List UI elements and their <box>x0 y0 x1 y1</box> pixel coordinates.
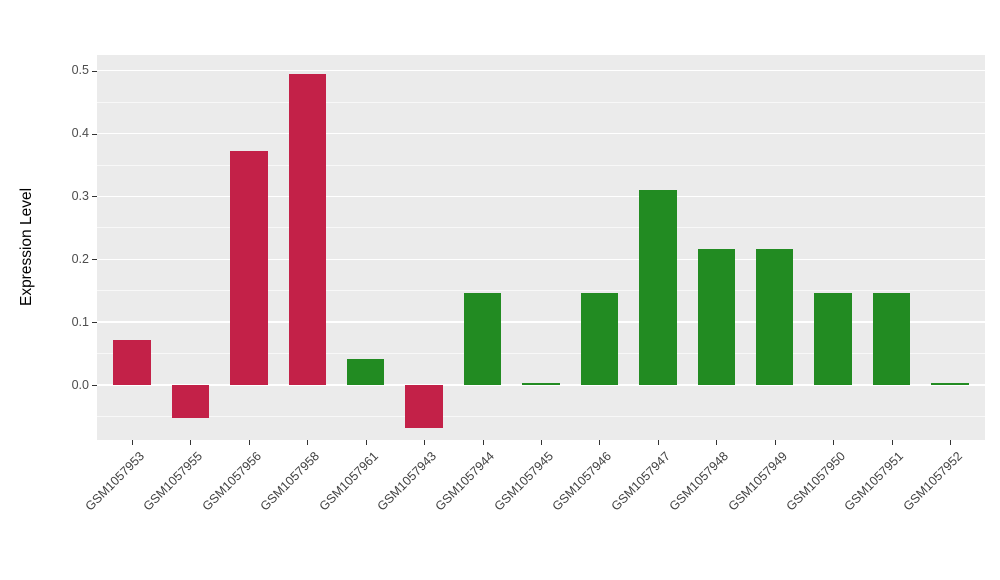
y-tick-mark <box>92 259 97 261</box>
y-tick-label: 0.2 <box>71 251 89 266</box>
gridline-major <box>97 195 985 198</box>
y-axis-title: Expression Level <box>18 187 35 307</box>
x-tick-mark <box>716 440 718 445</box>
x-tick-label: GSM1057950 <box>783 449 849 514</box>
bar-GSM1057943 <box>405 385 443 428</box>
x-tick-label: GSM1057944 <box>433 449 498 514</box>
y-tick-label: 0.4 <box>71 126 89 141</box>
y-tick-label: 0.1 <box>71 314 89 329</box>
y-tick-mark <box>92 196 97 198</box>
y-tick-label: 0.3 <box>71 188 89 203</box>
y-tick-mark <box>92 133 97 135</box>
x-tick-label: GSM1057945 <box>491 449 556 514</box>
bar-GSM1057947 <box>639 189 677 385</box>
y-tick-label: 0.5 <box>71 63 89 78</box>
bar-GSM1057944 <box>463 293 502 385</box>
x-tick-mark <box>190 440 192 445</box>
gridline-minor <box>97 415 985 417</box>
bar-GSM1057958 <box>288 73 326 385</box>
bar-GSM1057948 <box>697 248 735 385</box>
gridline-major <box>97 321 985 323</box>
x-tick-label: GSM1057946 <box>549 449 615 514</box>
gridline-major <box>97 132 985 135</box>
x-tick-label: GSM1057951 <box>841 449 907 514</box>
x-tick-label: GSM1057958 <box>257 449 323 514</box>
gridline-minor <box>97 227 985 229</box>
gridline-minor <box>97 101 985 103</box>
bar-GSM1057949 <box>755 248 794 385</box>
x-tick-label: GSM1057956 <box>199 449 264 514</box>
x-tick-mark <box>248 440 250 445</box>
bar-GSM1057953 <box>113 339 151 385</box>
x-tick-mark <box>657 440 659 445</box>
bar-GSM1057951 <box>872 293 911 385</box>
x-tick-mark <box>307 440 309 445</box>
bar-GSM1057952 <box>931 383 969 385</box>
bar-GSM1057946 <box>580 293 619 385</box>
x-tick-mark <box>599 440 601 445</box>
gridline-major <box>97 384 985 386</box>
x-tick-mark <box>774 440 776 445</box>
x-tick-mark <box>949 440 951 445</box>
plot-panel <box>97 55 985 440</box>
x-tick-mark <box>541 440 542 445</box>
bar-GSM1057956 <box>230 150 268 385</box>
bar-GSM1057955 <box>171 385 210 418</box>
gridline-minor <box>97 353 985 355</box>
x-tick-label: GSM1057943 <box>374 449 440 514</box>
x-tick-label: GSM1057949 <box>725 449 790 514</box>
x-tick-label: GSM1057948 <box>666 449 732 514</box>
gridline-major <box>97 258 985 260</box>
x-tick-label: GSM1057961 <box>316 449 381 514</box>
bar-GSM1057945 <box>522 383 560 385</box>
x-tick-mark <box>132 440 134 445</box>
x-tick-mark <box>482 440 484 445</box>
x-tick-label: GSM1057952 <box>900 449 965 514</box>
x-tick-mark <box>891 440 893 445</box>
x-tick-mark <box>833 440 835 445</box>
bar-GSM1057961 <box>347 358 385 385</box>
x-tick-mark <box>424 440 426 445</box>
y-tick-mark <box>92 70 97 72</box>
gridline-minor <box>97 164 985 166</box>
gridline-minor <box>97 290 985 292</box>
y-tick-label: 0.0 <box>71 377 89 392</box>
x-tick-mark <box>365 440 367 445</box>
x-tick-label: GSM1057953 <box>82 449 147 514</box>
y-tick-mark <box>92 322 97 324</box>
y-tick-mark <box>92 385 97 386</box>
bar-GSM1057950 <box>814 293 852 385</box>
gridline-major <box>97 70 985 72</box>
x-tick-label: GSM1057947 <box>608 449 673 514</box>
x-tick-label: GSM1057955 <box>140 449 206 514</box>
